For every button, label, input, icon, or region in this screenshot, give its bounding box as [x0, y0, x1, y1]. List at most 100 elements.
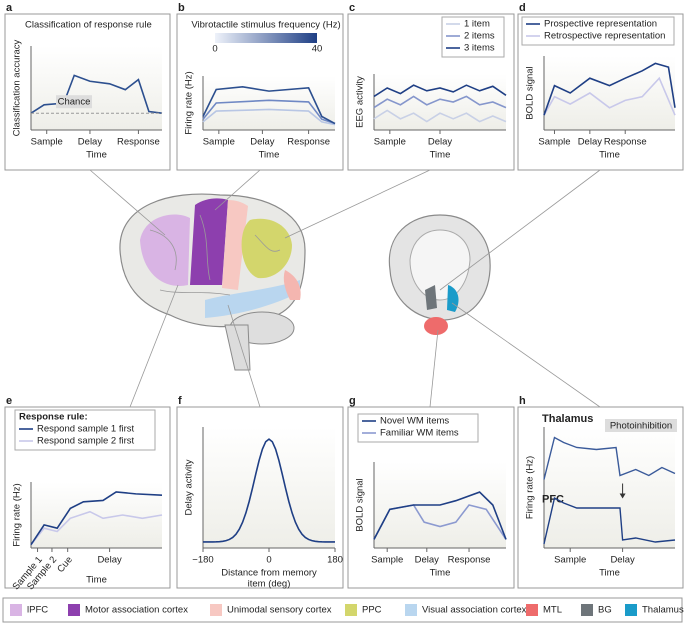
curve: [373, 491, 507, 540]
annotation-box: [56, 95, 92, 109]
annotation-box: [605, 419, 677, 432]
legend-entry: 3 items: [464, 43, 495, 54]
y-axis-label: Delay activity: [184, 459, 195, 515]
arrow-head: [619, 493, 626, 499]
x-tick-label: Delay: [578, 137, 603, 148]
y-axis-label: BOLD signal: [355, 478, 366, 531]
x-axis-label: Time: [86, 575, 107, 586]
x-tick-label: Delay: [428, 137, 453, 148]
curve: [543, 496, 676, 545]
x-tick-label: Delay: [78, 137, 103, 148]
x-tick-label: Response: [604, 137, 647, 148]
legend-swatch: [405, 604, 417, 616]
legend-frame: [14, 409, 156, 451]
legend-swatch: [210, 604, 222, 616]
legend-label: Unimodal sensory cortex: [227, 605, 332, 616]
legend-label: lPFC: [27, 605, 48, 616]
x-tick-label: −180: [192, 555, 213, 566]
plot-bg: [544, 427, 675, 548]
x-tick-label: Sample: [554, 555, 586, 566]
x-tick-label: Response: [117, 137, 160, 148]
curve: [30, 510, 163, 546]
ppc-region: [241, 218, 292, 279]
y-axis-label: Firing rate (Hz): [184, 71, 195, 134]
y-axis-label: Firing rate (Hz): [525, 456, 536, 519]
mtl-region: [424, 317, 448, 335]
x-axis-label: Time: [599, 568, 620, 579]
x-axis-label: item (deg): [248, 579, 291, 590]
x-tick-label: Sample: [31, 137, 63, 148]
x-tick-label: Delay: [415, 555, 440, 566]
legend-label: Motor association cortex: [85, 605, 188, 616]
y-axis-label: Firing rate (Hz): [12, 483, 23, 546]
x-axis-label: Distance from memory: [221, 568, 317, 579]
x-axis-label: Time: [259, 150, 280, 161]
plot-bg: [374, 74, 506, 130]
x-tick-label: Sample: [538, 137, 570, 148]
curve: [202, 85, 336, 125]
curve: [373, 95, 507, 109]
y-axis-label: BOLD signal: [525, 66, 536, 119]
curve: [202, 438, 336, 543]
x-tick-label: Delay: [610, 555, 635, 566]
legend-entry: Familiar WM items: [380, 428, 459, 439]
curve: [373, 109, 507, 123]
x-tick-label: Response: [287, 137, 330, 148]
x-tick-label: Sample: [374, 137, 406, 148]
curve: [543, 62, 676, 116]
brainstem: [224, 324, 251, 371]
panel-label: d: [519, 2, 526, 14]
x-tick-label: Delay: [97, 555, 122, 566]
x-axis-label: Time: [430, 150, 451, 161]
legend-swatch: [526, 604, 538, 616]
x-tick-label: 180: [327, 555, 343, 566]
unimodal-region: [222, 200, 248, 290]
colorbar: [215, 33, 317, 43]
panel-label: a: [6, 2, 13, 14]
legend-label: PPC: [362, 605, 382, 616]
x-tick-label: Sample: [203, 137, 235, 148]
panel-title: Classification of response rule: [25, 20, 152, 31]
bg-region: [425, 285, 437, 310]
curve: [202, 99, 336, 125]
legend-label: MTL: [543, 605, 562, 616]
panel-label: e: [6, 395, 12, 407]
legend-swatch: [10, 604, 22, 616]
motor-region: [190, 198, 228, 285]
curve: [543, 76, 676, 116]
y-axis-label: Classification accuracy: [12, 39, 23, 136]
subplot-title: Thalamus: [542, 413, 593, 425]
legend-label: Thalamus: [642, 605, 684, 616]
panel-label: h: [519, 395, 526, 407]
legend-frame: [521, 16, 675, 46]
legend-entry: 1 item: [464, 19, 490, 30]
legend-box: [2, 597, 683, 623]
connectors: [89, 169, 601, 408]
x-axis-label: Time: [86, 150, 107, 161]
legend-frame: [357, 413, 479, 443]
curve: [30, 491, 163, 546]
legend-entry: Novel WM items: [380, 416, 449, 427]
subplot-title: PFC: [542, 493, 564, 505]
x-axis-label: Time: [430, 568, 451, 579]
plot-bg: [544, 56, 675, 130]
annotation: Chance: [58, 97, 91, 108]
legend-swatch: [68, 604, 80, 616]
curve: [202, 108, 336, 126]
legend-entry: Respond sample 2 first: [37, 436, 135, 447]
legend-entry: 2 items: [464, 31, 495, 42]
x-tick-label: Sample: [371, 555, 403, 566]
panel-label: g: [349, 395, 356, 407]
panel-label: b: [178, 2, 185, 14]
legend-entry: Respond sample 1 first: [37, 424, 135, 435]
curve: [373, 84, 507, 98]
x-tick-label: Response: [448, 555, 491, 566]
panel-label: c: [349, 2, 355, 14]
legend-swatch: [345, 604, 357, 616]
legend-entry: Prospective representation: [544, 19, 657, 30]
colorbar-title: Vibrotactile stimulus frequency (Hz): [191, 20, 340, 31]
curve: [543, 436, 676, 480]
x-axis-label: Time: [599, 150, 620, 161]
legend-entry: Retrospective representation: [544, 31, 665, 42]
